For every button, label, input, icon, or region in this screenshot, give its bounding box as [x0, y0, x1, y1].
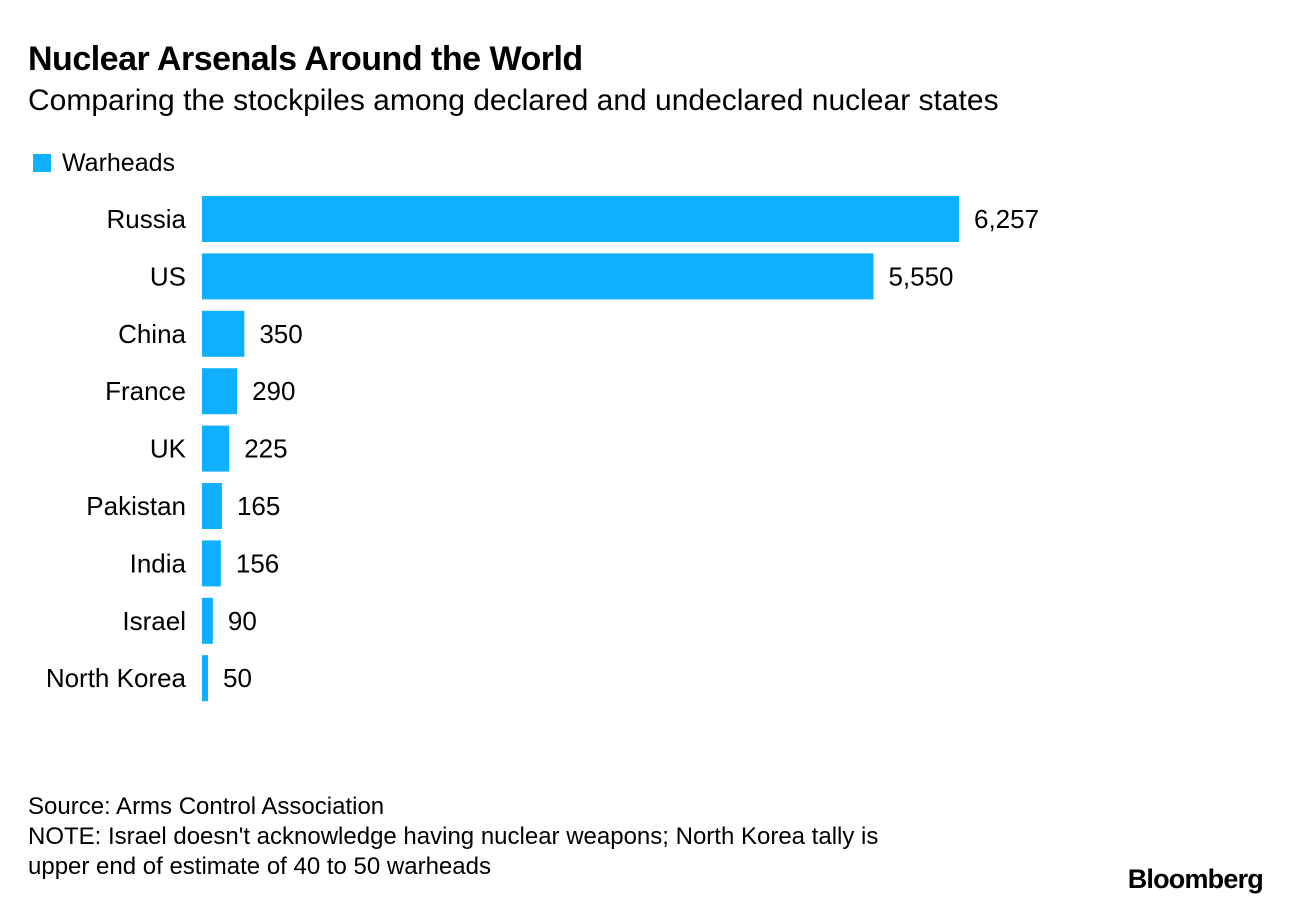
- legend: Warheads: [33, 148, 175, 178]
- value-label: 90: [228, 606, 257, 636]
- value-label: 5,550: [888, 261, 953, 291]
- value-label: 225: [244, 434, 287, 464]
- category-label: Pakistan: [86, 491, 186, 521]
- bar-france: [202, 368, 238, 415]
- bar-russia: [202, 196, 959, 242]
- legend-swatch: [33, 154, 51, 172]
- bar-china: [202, 310, 245, 357]
- category-label: Russia: [107, 204, 187, 234]
- footer: Source: Arms Control Association NOTE: I…: [28, 792, 878, 882]
- category-label: US: [150, 261, 186, 291]
- bar-pakistan: [202, 483, 222, 529]
- chart-title: Nuclear Arsenals Around the World: [28, 40, 583, 78]
- footnote-line-1: NOTE: Israel doesn't acknowledge having …: [28, 823, 879, 850]
- bar-north-korea: [202, 655, 209, 702]
- category-label: UK: [150, 434, 187, 464]
- bar-israel: [202, 597, 213, 644]
- category-label: China: [118, 319, 186, 349]
- value-label: 290: [252, 376, 295, 406]
- bar-uk: [202, 425, 230, 472]
- category-label: North Korea: [46, 663, 187, 693]
- category-label: Israel: [122, 606, 186, 636]
- footnote-line-2: upper end of estimate of 40 to 50 warhea…: [28, 853, 491, 880]
- value-label: 165: [237, 491, 280, 521]
- bar-india: [202, 540, 221, 587]
- value-label: 6,257: [974, 204, 1039, 234]
- source-note: Source: Arms Control Association: [28, 793, 385, 820]
- value-label: 50: [223, 663, 252, 693]
- bar-us: [202, 253, 874, 300]
- legend-label: Warheads: [62, 148, 176, 177]
- category-label: India: [130, 548, 187, 578]
- chart-subtitle: Comparing the stockpiles among declared …: [28, 84, 999, 117]
- bloomberg-logo: Bloomberg: [1127, 864, 1264, 894]
- value-label: 156: [236, 548, 279, 578]
- category-label: France: [105, 376, 186, 406]
- value-label: 350: [259, 319, 302, 349]
